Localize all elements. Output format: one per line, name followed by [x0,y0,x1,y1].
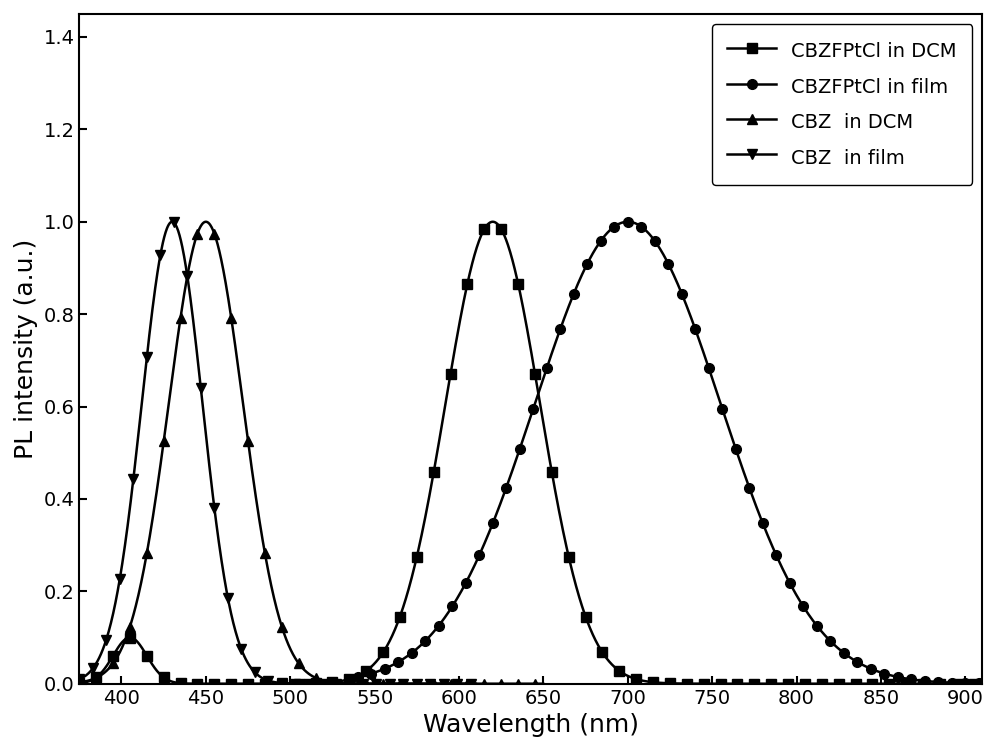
CBZFPtCl in DCM [950,679,962,688]
CBZFPtCl in film [640,226,652,235]
CBZFPtCl in DCM [73,679,85,688]
CBZ  in DCM [537,679,549,688]
CBZ  in film [438,679,450,688]
CBZFPtCl in DCM [487,217,499,226]
CBZ  in DCM [502,679,514,688]
CBZFPtCl in DCM [976,679,988,688]
CBZFPtCl in film [625,218,637,227]
CBZ  in film [470,679,482,688]
CBZ  in film [73,675,85,684]
Legend: CBZFPtCl in DCM, CBZFPtCl in film, CBZ  in DCM, CBZ  in film: CBZFPtCl in DCM, CBZFPtCl in film, CBZ i… [712,23,972,185]
CBZ  in film [79,672,91,681]
CBZFPtCl in DCM [119,635,131,644]
CBZFPtCl in DCM [950,679,962,688]
CBZ  in DCM [506,679,518,688]
CBZ  in DCM [256,530,268,539]
CBZ  in film [323,679,335,688]
CBZFPtCl in film [852,658,864,667]
Line: CBZFPtCl in film: CBZFPtCl in film [358,222,982,683]
CBZ  in DCM [73,678,85,687]
CBZ  in film [109,599,121,608]
Line: CBZ  in film: CBZ in film [79,222,476,683]
CBZFPtCl in film [622,217,634,226]
CBZ  in film [242,659,254,668]
CBZFPtCl in DCM [489,218,501,227]
X-axis label: Wavelength (nm): Wavelength (nm) [423,713,639,737]
CBZ  in DCM [393,679,405,688]
Y-axis label: PL intensity (a.u.): PL intensity (a.u.) [14,239,38,459]
CBZFPtCl in film [461,577,473,586]
CBZFPtCl in film [363,670,375,679]
Line: CBZFPtCl in DCM: CBZFPtCl in DCM [79,222,982,683]
CBZ  in DCM [438,679,450,688]
CBZFPtCl in film [976,679,988,688]
CBZFPtCl in film [352,672,364,681]
CBZFPtCl in DCM [513,282,525,291]
CBZ  in DCM [200,217,212,226]
CBZ  in film [166,217,178,226]
CBZFPtCl in DCM [785,679,797,688]
CBZFPtCl in film [572,278,584,287]
CBZ  in DCM [307,672,319,681]
CBZ  in film [145,315,157,324]
Line: CBZ  in DCM: CBZ in DCM [79,222,543,683]
